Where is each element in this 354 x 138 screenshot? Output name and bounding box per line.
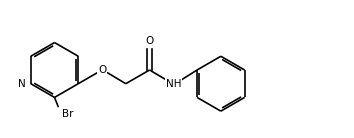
Text: Br: Br: [62, 109, 74, 119]
Text: N: N: [18, 79, 26, 89]
Text: O: O: [145, 36, 154, 47]
Text: O: O: [98, 65, 106, 75]
Text: NH: NH: [166, 79, 181, 89]
